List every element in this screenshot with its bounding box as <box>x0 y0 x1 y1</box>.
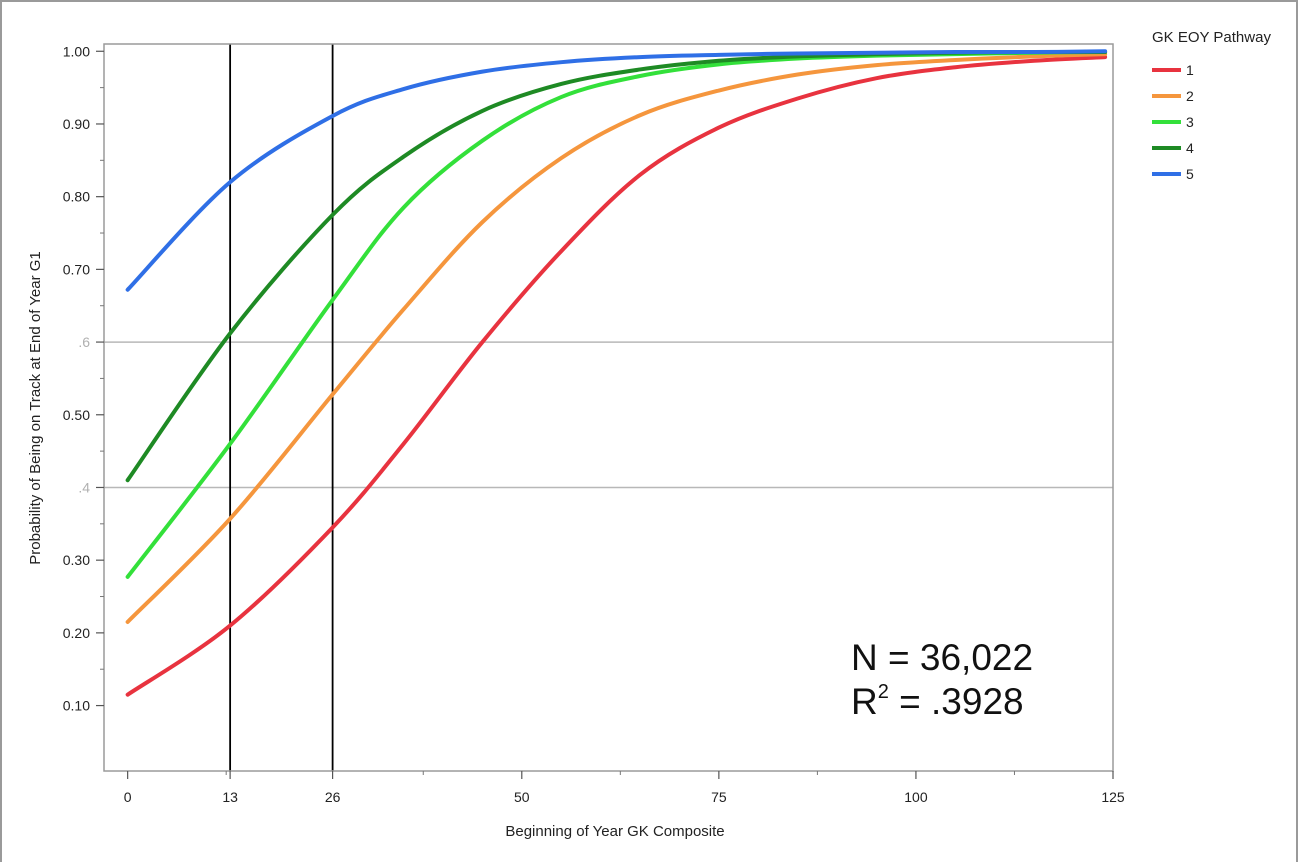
legend-label-4: 4 <box>1186 140 1194 156</box>
r2-superscript: 2 <box>878 681 889 703</box>
legend-label-1: 1 <box>1186 62 1194 78</box>
legend-label-3: 3 <box>1186 114 1194 130</box>
y-tick-label: .6 <box>78 334 90 350</box>
x-tick-label: 13 <box>222 789 238 805</box>
legend: GK EOY Pathway 1 2 3 4 5 <box>1152 29 1271 182</box>
x-tick-label: 100 <box>904 789 928 805</box>
series-line-2 <box>125 52 1108 624</box>
r2-suffix: = .3928 <box>889 681 1024 722</box>
x-tick-label: 125 <box>1101 789 1125 805</box>
x-tick-label: 0 <box>124 789 132 805</box>
series-line-5 <box>125 49 1108 292</box>
series-line-1 <box>125 55 1108 697</box>
r2-prefix: R <box>851 681 878 722</box>
x-axis: 0 13 26 50 75 100 125 <box>124 771 1125 805</box>
legend-title: GK EOY Pathway <box>1152 29 1271 46</box>
n-annotation: N = 36,022 <box>851 637 1033 678</box>
y-tick-label: 0.10 <box>63 698 90 714</box>
y-axis-label: Probability of Being on Track at End of … <box>27 251 44 565</box>
y-tick-label: 0.30 <box>63 552 90 568</box>
y-tick-label: 1.00 <box>63 43 90 59</box>
y-tick-label: 0.80 <box>63 189 90 205</box>
y-tick-label: 0.20 <box>63 625 90 641</box>
plot-frame <box>103 43 1114 772</box>
x-tick-label: 50 <box>514 789 530 805</box>
reference-vlines <box>229 44 334 771</box>
x-tick-label: 75 <box>711 789 727 805</box>
y-tick-label: 0.90 <box>63 116 90 132</box>
stats-annotation: N = 36,022 R2 = .3928 <box>851 637 1033 722</box>
r2-annotation: R2 = .3928 <box>851 681 1024 722</box>
legend-label-2: 2 <box>1186 88 1194 104</box>
y-tick-label: 0.50 <box>63 407 90 423</box>
series-line-4 <box>125 49 1108 483</box>
y-tick-label: 0.70 <box>63 261 90 277</box>
legend-label-5: 5 <box>1186 166 1194 182</box>
series-lines <box>125 49 1108 697</box>
x-axis-label: Beginning of Year GK Composite <box>505 823 724 840</box>
series-line-3 <box>125 50 1108 579</box>
y-tick-label: .4 <box>78 479 90 495</box>
legend-items: 1 2 3 4 5 <box>1152 62 1194 182</box>
x-tick-label: 26 <box>325 789 341 805</box>
y-axis: 1.00 0.90 0.80 0.70 .6 0.50 .4 0.30 0.20 0.10 <box>63 43 104 714</box>
plot-area-border <box>103 43 1114 772</box>
reference-gridlines <box>104 341 1113 489</box>
